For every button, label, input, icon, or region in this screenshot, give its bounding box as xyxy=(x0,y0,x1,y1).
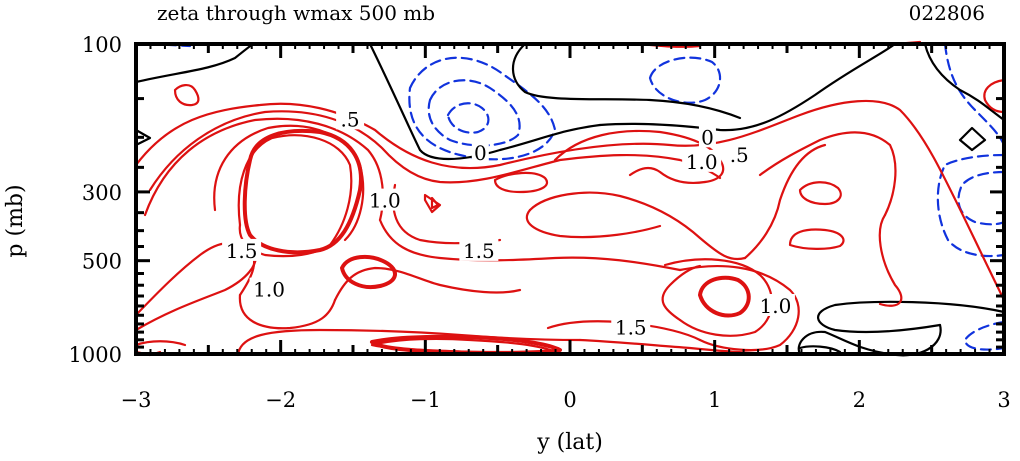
strong-positive-contour xyxy=(370,334,562,355)
x-tick-label: 3 xyxy=(997,388,1010,412)
positive-contour xyxy=(528,191,747,261)
zero-contour xyxy=(958,126,987,152)
positive-contour xyxy=(553,129,725,184)
contour-label: .5 xyxy=(341,107,360,131)
negative-contour xyxy=(408,56,557,161)
zero-contour xyxy=(598,42,897,132)
zero-contour xyxy=(798,345,842,354)
positive-contour xyxy=(878,213,903,307)
positive-contour xyxy=(333,266,522,302)
y-tick-label: 100 xyxy=(82,33,122,57)
y-axis-label: p (mb) xyxy=(3,184,28,257)
positive-contour xyxy=(173,84,200,107)
y-tick-label: 300 xyxy=(82,181,122,205)
positive-contour xyxy=(758,131,897,217)
positive-contour xyxy=(430,196,440,210)
run-id: 022806 xyxy=(909,1,985,25)
contour-labels: .500 1.0.51.01.51.51.01.51.0 xyxy=(222,107,795,339)
positive-contour xyxy=(237,134,353,247)
positive-contour xyxy=(148,110,722,192)
positive-contour xyxy=(143,117,384,222)
positive-contour xyxy=(493,171,548,194)
zero-contour xyxy=(134,128,152,147)
negative-contour xyxy=(943,42,1006,147)
positive-contour xyxy=(134,99,1006,302)
positive-contour xyxy=(213,124,365,242)
positive-contour xyxy=(392,183,502,245)
negative-contour xyxy=(427,79,521,147)
x-tick-label: 0 xyxy=(563,388,576,412)
zero-contour xyxy=(797,323,942,357)
x-tick-label: −3 xyxy=(121,388,152,412)
zero-contour xyxy=(923,42,1006,122)
contour-label: 1.0 xyxy=(253,278,285,302)
contour-label-bg xyxy=(698,125,716,148)
negative-contour xyxy=(446,102,490,134)
plot-frame xyxy=(134,42,1006,356)
x-tick-label: −1 xyxy=(410,388,441,412)
x-axis-label: y (lat) xyxy=(536,430,603,455)
negative-contour xyxy=(648,56,722,104)
contour-label-bg xyxy=(249,277,289,300)
negative-contours xyxy=(148,42,1006,351)
x-tick-labels: −3 −2 −1 0 1 2 3 xyxy=(121,388,1011,412)
contour-label-bg xyxy=(336,107,365,130)
positive-contour xyxy=(983,78,1006,114)
y-tick-label: 1000 xyxy=(69,343,122,367)
contour-label: .5 xyxy=(730,143,749,167)
positive-contour xyxy=(798,181,842,206)
zero-contour xyxy=(368,42,602,161)
contour-label: 0 xyxy=(474,141,487,165)
contour-label-bg xyxy=(611,315,651,338)
zero-contours xyxy=(134,42,1006,357)
positive-contour xyxy=(525,208,662,239)
zero-contour xyxy=(817,300,1006,334)
strong-positive-contour xyxy=(242,128,363,255)
negative-contour xyxy=(936,153,1006,258)
negative-contour xyxy=(957,170,1006,226)
contour-label: 1.0 xyxy=(760,294,792,318)
contour-label-bg xyxy=(725,142,754,165)
positive-contour xyxy=(661,264,702,322)
contour-label: 1.5 xyxy=(226,239,258,263)
contour-label: 1.5 xyxy=(615,315,647,339)
zero-contour xyxy=(511,42,742,120)
x-tick-label: 1 xyxy=(708,388,721,412)
y-tick-label: 500 xyxy=(82,250,122,274)
contour-label-bg xyxy=(365,188,405,211)
positive-contour xyxy=(678,265,800,352)
contour-label-bg xyxy=(222,238,262,261)
contour-label: 1.5 xyxy=(463,239,495,263)
strong-positive-contour xyxy=(340,254,397,289)
contour-label-bg xyxy=(682,149,722,172)
strong-positive-contour xyxy=(698,275,751,318)
positive-contour xyxy=(134,242,256,317)
contour-label: 0 xyxy=(701,125,714,149)
contour-label-bg xyxy=(471,141,489,164)
y-tick-labels: 100 300 500 1000 xyxy=(69,33,122,367)
positive-contours xyxy=(134,40,1006,357)
contour-label-bg xyxy=(755,293,795,316)
axis-ticks xyxy=(134,42,1006,356)
positive-contour xyxy=(788,228,845,250)
contour-label: 1.0 xyxy=(369,189,401,213)
positive-contour xyxy=(628,166,707,184)
contour-lines xyxy=(134,40,1006,357)
zero-contour xyxy=(134,42,255,84)
positive-contour xyxy=(743,143,827,260)
negative-contour xyxy=(963,320,1006,351)
x-tick-label: −2 xyxy=(265,388,296,412)
contour-label-bg xyxy=(459,238,499,261)
x-tick-label: 2 xyxy=(853,388,866,412)
strong-positive-contours xyxy=(242,128,751,355)
positive-contour xyxy=(238,293,337,330)
contour-label: 1.0 xyxy=(686,150,718,174)
chart-title: zeta through wmax 500 mb xyxy=(157,1,435,25)
positive-contour xyxy=(378,218,682,272)
positive-contour xyxy=(134,340,187,347)
